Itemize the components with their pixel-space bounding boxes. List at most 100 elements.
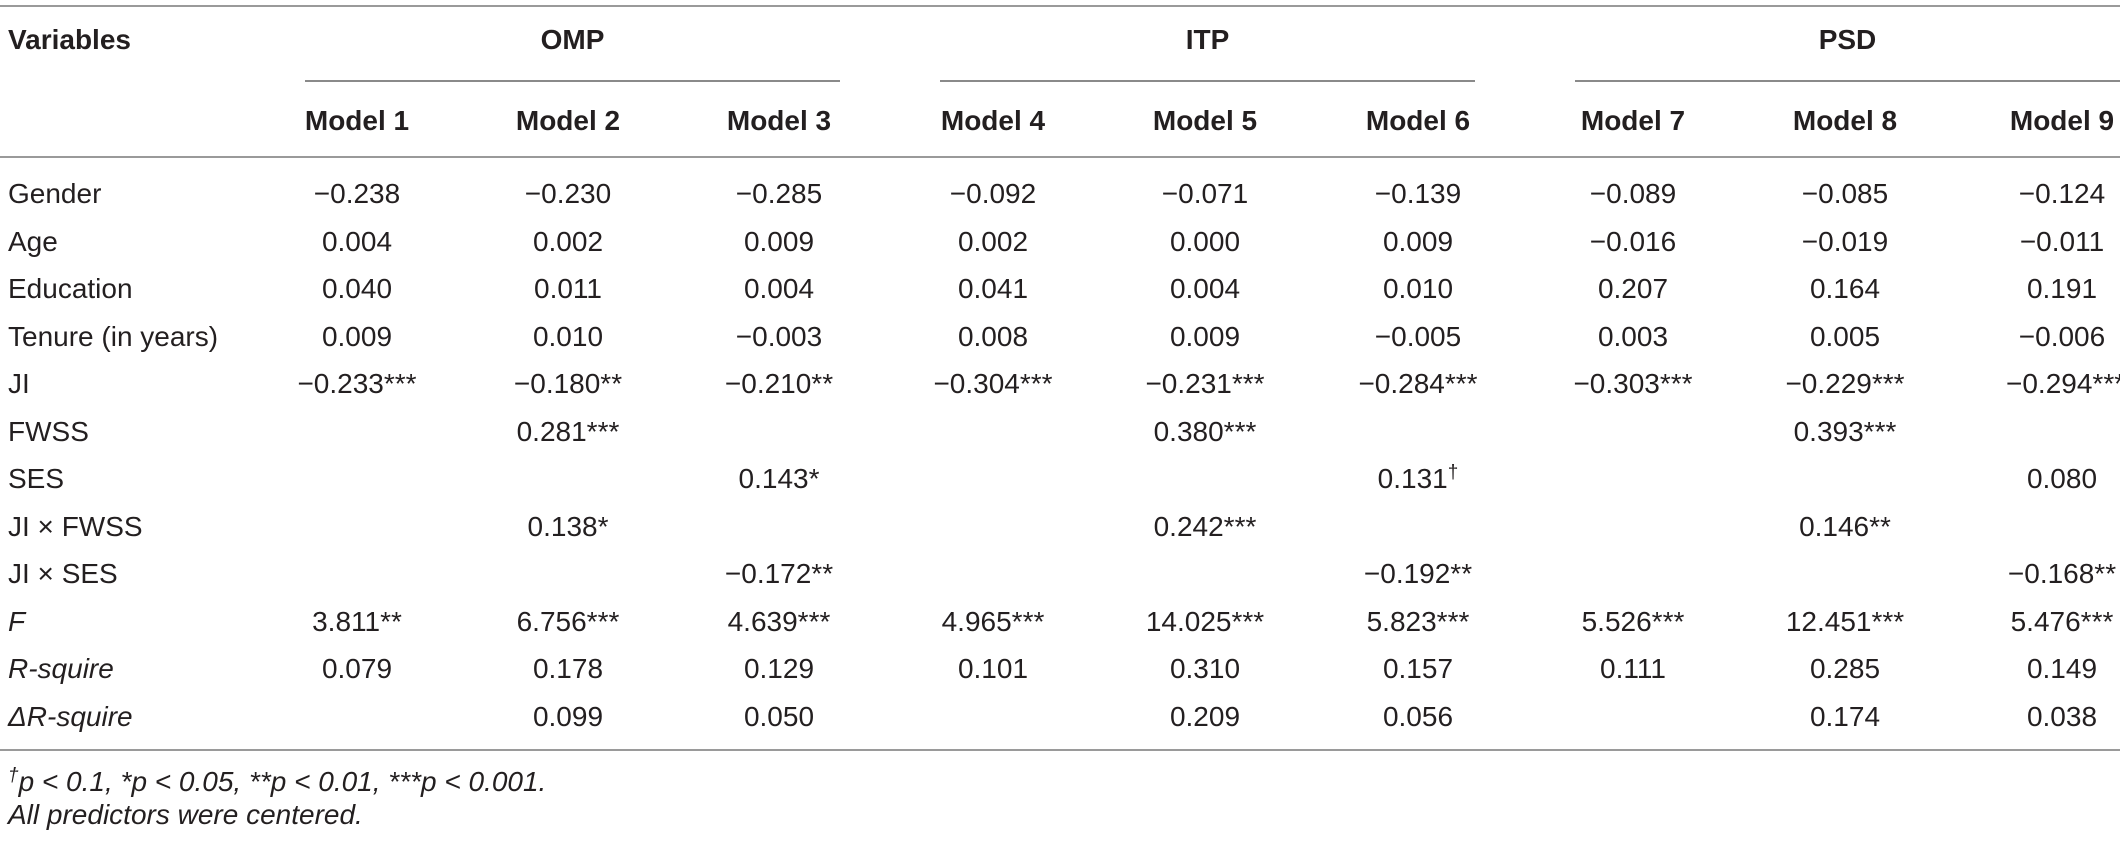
table-cell: 0.040: [321, 273, 393, 304]
table-cell: 0.099: [532, 701, 604, 732]
table-cell: 0.157: [1382, 653, 1454, 684]
table-cell: 0.129: [743, 653, 815, 684]
table-cell: −0.139: [1374, 178, 1462, 209]
model-header: Model 5: [1152, 105, 1258, 136]
model-header: Model 6: [1365, 105, 1471, 136]
model-header: Model 4: [940, 105, 1046, 136]
table-cell: −0.071: [1161, 178, 1249, 209]
row-label: JI: [8, 368, 30, 399]
table-cell: 0.010: [532, 321, 604, 352]
row-label: Gender: [8, 178, 102, 209]
row-label: SES: [8, 463, 65, 494]
row-label: F: [8, 606, 26, 637]
model-header: Model 2: [515, 105, 621, 136]
table-cell: 0.149: [2026, 653, 2098, 684]
significance-footnote: †p < 0.1, *p < 0.05, **p < 0.01, ***p < …: [8, 765, 546, 799]
table-cell: 0.000: [1169, 226, 1241, 257]
table-cell: 0.143*: [738, 463, 820, 494]
table-cell: 0.002: [532, 226, 604, 257]
row-label: JI × SES: [8, 558, 118, 589]
table-cell: −0.168**: [2007, 558, 2117, 589]
group-rule-itp: [940, 80, 1475, 82]
table-cell: 0.003: [1597, 321, 1669, 352]
table-cell: −0.092: [949, 178, 1037, 209]
table-cell: 0.009: [1169, 321, 1241, 352]
table-cell: −0.238: [313, 178, 401, 209]
dagger-symbol: †: [1447, 462, 1459, 483]
table-cell: 0.004: [743, 273, 815, 304]
table-cell: −0.180**: [513, 368, 623, 399]
row-label: R-squire: [8, 653, 114, 684]
table-cell: 0.285: [1809, 653, 1881, 684]
table-cell: 0.207: [1597, 273, 1669, 304]
table-cell: 0.164: [1809, 273, 1881, 304]
model-header: Model 8: [1792, 105, 1898, 136]
table-cell: 0.079: [321, 653, 393, 684]
table-cell: 0.009: [743, 226, 815, 257]
table-cell: −0.019: [1801, 226, 1889, 257]
row-label: ΔR-squire: [8, 701, 133, 732]
table-cell: 0.111: [1600, 653, 1666, 684]
table-cell: 14.025***: [1145, 606, 1265, 637]
table-cell: 0.242***: [1153, 511, 1257, 542]
dagger-symbol: †: [8, 765, 19, 786]
table-cell: 0.146**: [1799, 511, 1891, 542]
table-cell: 0.004: [1169, 273, 1241, 304]
table-cell: −0.006: [2018, 321, 2106, 352]
group-header-itp: ITP: [1185, 24, 1230, 55]
table-cell: 0.038: [2026, 701, 2098, 732]
table-cell: −0.003: [735, 321, 823, 352]
table-cell: −0.294***: [2006, 368, 2120, 399]
table-cell: 0.178: [532, 653, 604, 684]
table-cell: 0.101: [957, 653, 1029, 684]
table-cell: −0.089: [1589, 178, 1677, 209]
table-cell: −0.284***: [1358, 368, 1478, 399]
table-cell: 12.451***: [1785, 606, 1905, 637]
table-bottom-rule: [0, 749, 2120, 751]
table-cell: 0.393***: [1793, 416, 1897, 447]
table-cell: −0.210**: [724, 368, 834, 399]
table-cell: −0.011: [2019, 226, 2105, 257]
table-cell: −0.230: [524, 178, 612, 209]
table-cell: 0.209: [1169, 701, 1241, 732]
table-cell: 0.191: [2026, 273, 2098, 304]
model-header: Model 1: [304, 105, 410, 136]
table-cell: 5.823***: [1366, 606, 1470, 637]
table-cell: −0.085: [1801, 178, 1889, 209]
table-cell: −0.172**: [724, 558, 834, 589]
variables-header: Variables: [8, 24, 131, 55]
model-header: Model 7: [1580, 105, 1686, 136]
table-cell: −0.229***: [1785, 368, 1905, 399]
table-cell: 0.138*: [527, 511, 609, 542]
table-cell: 0.050: [743, 701, 815, 732]
centered-footnote: All predictors were centered.: [8, 799, 363, 830]
table-cell: 0.011: [534, 273, 602, 304]
table-cell: 4.965***: [941, 606, 1045, 637]
table-cell: −0.016: [1589, 226, 1677, 257]
group-rule-psd: [1575, 80, 2120, 82]
group-header-psd: PSD: [1818, 24, 1877, 55]
table-cell: −0.124: [2018, 178, 2106, 209]
table-cell: 0.010: [1382, 273, 1454, 304]
table-cell: 0.009: [321, 321, 393, 352]
model-header: Model 3: [726, 105, 832, 136]
group-header-omp: OMP: [540, 24, 605, 55]
row-label: Education: [8, 273, 133, 304]
table-cell: 5.526***: [1581, 606, 1685, 637]
table-cell: 0.041: [957, 273, 1029, 304]
table-cell: 0.281***: [516, 416, 620, 447]
table-cell: 0.380***: [1153, 416, 1257, 447]
table-cell: 5.476***: [2010, 606, 2114, 637]
row-label: JI × FWSS: [8, 511, 143, 542]
table-cell: 0.174: [1809, 701, 1881, 732]
table-cell: −0.233***: [297, 368, 417, 399]
significance-text: p < 0.1, *p < 0.05, **p < 0.01, ***p < 0…: [18, 766, 547, 797]
table-cell: 6.756***: [516, 606, 620, 637]
table-cell: −0.192**: [1363, 558, 1473, 589]
table-cell: 0.056: [1382, 701, 1454, 732]
table-cell: 4.639***: [727, 606, 831, 637]
table-cell: 0.005: [1809, 321, 1881, 352]
row-label: Tenure (in years): [8, 321, 219, 352]
table-cell: −0.303***: [1573, 368, 1693, 399]
